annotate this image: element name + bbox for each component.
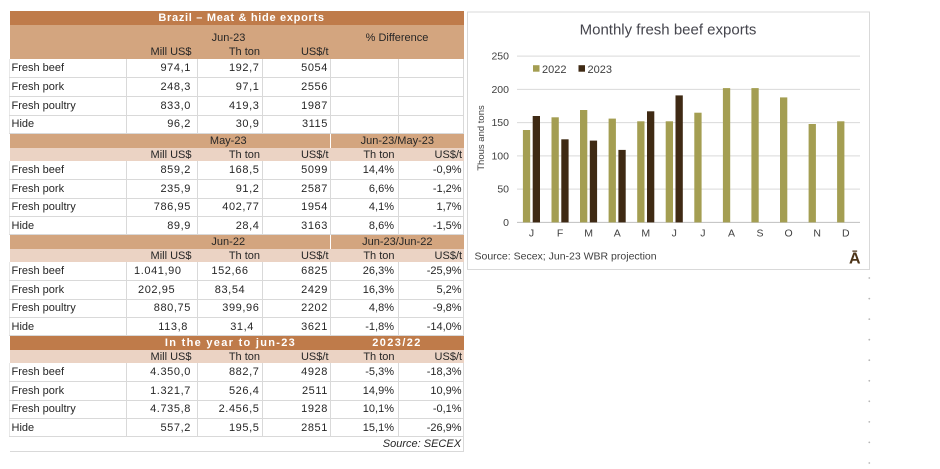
svg-text:2023: 2023 [588,64,612,76]
svg-text:2022: 2022 [542,64,566,76]
svg-text:J: J [700,228,705,240]
svg-text:Thous and tons: Thous and tons [476,105,487,171]
svg-text:250: 250 [491,51,509,63]
svg-text:F: F [557,228,563,240]
svg-text:D: D [842,228,850,240]
svg-text:0: 0 [503,217,509,229]
svg-text:200: 200 [491,84,509,96]
svg-text:N: N [813,228,821,240]
svg-text:S: S [756,228,763,240]
svg-text:J: J [529,228,534,240]
svg-text:150: 150 [491,117,509,129]
svg-text:M: M [641,228,650,240]
svg-text:Monthly fresh beef exports: Monthly fresh beef exports [580,22,757,39]
svg-text:O: O [785,228,793,240]
svg-text:A: A [614,228,621,240]
svg-text:A: A [728,228,735,240]
svg-text:J: J [672,228,677,240]
svg-text:100: 100 [491,150,509,162]
svg-text:M: M [584,228,593,240]
svg-text:50: 50 [497,184,509,196]
svg-text:Ā: Ā [849,249,861,268]
svg-text:Source: Secex; Jun-23 WBR proj: Source: Secex; Jun-23 WBR projection [475,250,657,262]
